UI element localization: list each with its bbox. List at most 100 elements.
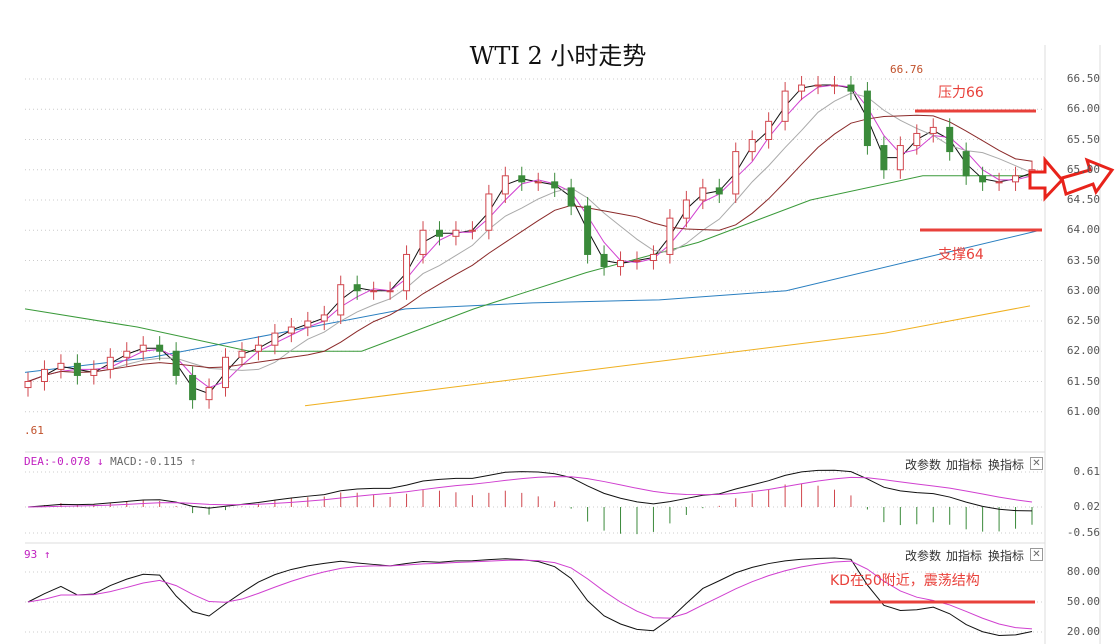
- candle: [73, 362, 81, 376]
- price-tick: 66.50: [1066, 72, 1100, 85]
- ma-green-line: [24, 175, 1035, 352]
- candle: [172, 350, 180, 376]
- candle: [979, 175, 987, 183]
- candle: [913, 132, 921, 147]
- candle: [501, 175, 509, 195]
- candle: [682, 199, 690, 219]
- arrow-right-icon: [1060, 157, 1115, 196]
- candle: [189, 374, 197, 401]
- price-tick: 64.00: [1066, 223, 1100, 237]
- chart-title: WTI 2 小时走势: [469, 42, 647, 70]
- candle: [205, 387, 213, 401]
- swap-indicator-button[interactable]: 换指标: [988, 458, 1025, 472]
- arrow-right-icon: [1028, 155, 1065, 202]
- candle: [139, 344, 147, 352]
- candle: [320, 314, 328, 322]
- edit-params-button[interactable]: 改参数: [905, 458, 942, 472]
- candle: [238, 350, 246, 358]
- support-annotation: 支撑64: [938, 247, 984, 263]
- candle: [748, 139, 756, 153]
- candle: [962, 151, 970, 177]
- candle: [715, 187, 723, 195]
- candle: [781, 90, 789, 122]
- price-tick: 63.50: [1066, 253, 1100, 267]
- candle: [123, 350, 131, 358]
- kd-tick: 80.00: [1066, 565, 1100, 578]
- candle: [90, 368, 98, 376]
- candle: [617, 260, 625, 268]
- candle: [156, 344, 164, 352]
- candle: [814, 84, 822, 87]
- candle: [435, 229, 443, 237]
- dea-line: [27, 476, 1033, 508]
- candle: [649, 253, 657, 261]
- arrow-down-icon: ↓: [96, 455, 104, 468]
- arrow-up-icon: ↑: [189, 455, 197, 468]
- ma-blue-line: [24, 229, 1041, 373]
- close-icon[interactable]: ✕: [1030, 548, 1043, 561]
- candle: [534, 181, 542, 184]
- candle: [633, 260, 641, 262]
- candle: [386, 290, 394, 293]
- price-tick: 65.50: [1066, 132, 1100, 146]
- candle: [419, 229, 427, 255]
- candle: [798, 84, 806, 92]
- high-label: 66.76: [890, 63, 924, 76]
- price-tick: 66.00: [1066, 102, 1100, 116]
- candle: [287, 326, 295, 334]
- candle: [222, 356, 230, 389]
- candle: [863, 90, 871, 147]
- candle: [847, 84, 855, 92]
- price-tick: 63.00: [1066, 283, 1100, 297]
- low-label: .61: [24, 424, 44, 437]
- kd-tick: 50.00: [1066, 595, 1100, 608]
- arrow-up-icon: ↑: [43, 548, 51, 561]
- candle: [106, 356, 114, 370]
- candle: [551, 181, 559, 189]
- candle: [24, 381, 32, 389]
- candle: [1012, 175, 1020, 183]
- candle: [699, 187, 707, 201]
- candle: [584, 205, 592, 255]
- candle: [995, 181, 1003, 184]
- candle: [271, 332, 279, 346]
- candle: [485, 193, 493, 231]
- candle: [403, 253, 411, 292]
- d-line: [27, 559, 1033, 630]
- resistance-annotation: 压力66: [938, 85, 984, 101]
- dea-value: DEA:-0.078: [24, 455, 91, 468]
- price-tick: 61.00: [1066, 404, 1100, 418]
- candle: [946, 126, 954, 153]
- candle: [600, 253, 608, 268]
- candle: [452, 229, 460, 237]
- ma-yellow-line: [304, 305, 1031, 407]
- add-indicator-button[interactable]: 加指标: [946, 458, 983, 472]
- dif-line: [27, 469, 1033, 512]
- ma-line: [27, 92, 1033, 382]
- swap-indicator-button[interactable]: 换指标: [988, 549, 1025, 563]
- close-icon[interactable]: ✕: [1030, 457, 1043, 470]
- candle: [830, 84, 838, 87]
- candle: [254, 344, 262, 352]
- candle: [929, 126, 937, 134]
- candle: [57, 362, 65, 370]
- kd-label: 93 ↑: [24, 548, 51, 561]
- candle: [732, 151, 740, 195]
- candle: [353, 284, 361, 292]
- edit-params-button[interactable]: 改参数: [905, 549, 942, 563]
- candle: [518, 175, 526, 183]
- macd-tick: 0.02: [1073, 500, 1101, 513]
- price-tick: 62.00: [1066, 344, 1100, 358]
- price-tick: 61.50: [1066, 374, 1100, 388]
- candle: [337, 284, 345, 316]
- kd-value: 93: [24, 548, 38, 561]
- add-indicator-button[interactable]: 加指标: [946, 549, 983, 563]
- candle: [567, 187, 575, 207]
- candle: [304, 320, 312, 328]
- ma-line: [27, 84, 1033, 389]
- candle: [666, 217, 674, 255]
- macd-tick: -0.56: [1066, 526, 1100, 539]
- kd-tick: 20.00: [1066, 625, 1100, 638]
